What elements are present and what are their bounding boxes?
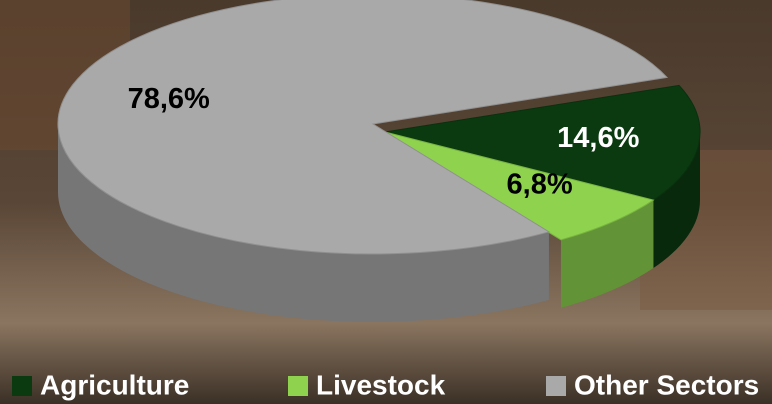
- pie-tops: [57, 0, 701, 255]
- legend-label: Other Sectors: [574, 369, 759, 400]
- data-label: 14,6%: [557, 122, 639, 154]
- pie-slice: [57, 0, 669, 255]
- legend: Agriculture Livestock Other Sectors: [12, 369, 759, 400]
- pie-labels: 14,6% 6,8% 78,6%: [128, 83, 640, 200]
- legend-swatch: [12, 376, 32, 396]
- legend-label: Agriculture: [40, 369, 189, 400]
- data-label: 6,8%: [507, 169, 573, 201]
- pie-sides: [58, 124, 700, 322]
- data-label: 78,6%: [128, 83, 210, 115]
- pie-side: [653, 132, 700, 269]
- legend-label: Livestock: [316, 369, 446, 400]
- legend-swatch: [546, 376, 566, 396]
- pie-slice: [384, 131, 655, 241]
- pie-side: [560, 200, 654, 308]
- pie-side: [58, 124, 549, 322]
- legend-swatch: [288, 376, 308, 396]
- pie-slice: [384, 84, 701, 201]
